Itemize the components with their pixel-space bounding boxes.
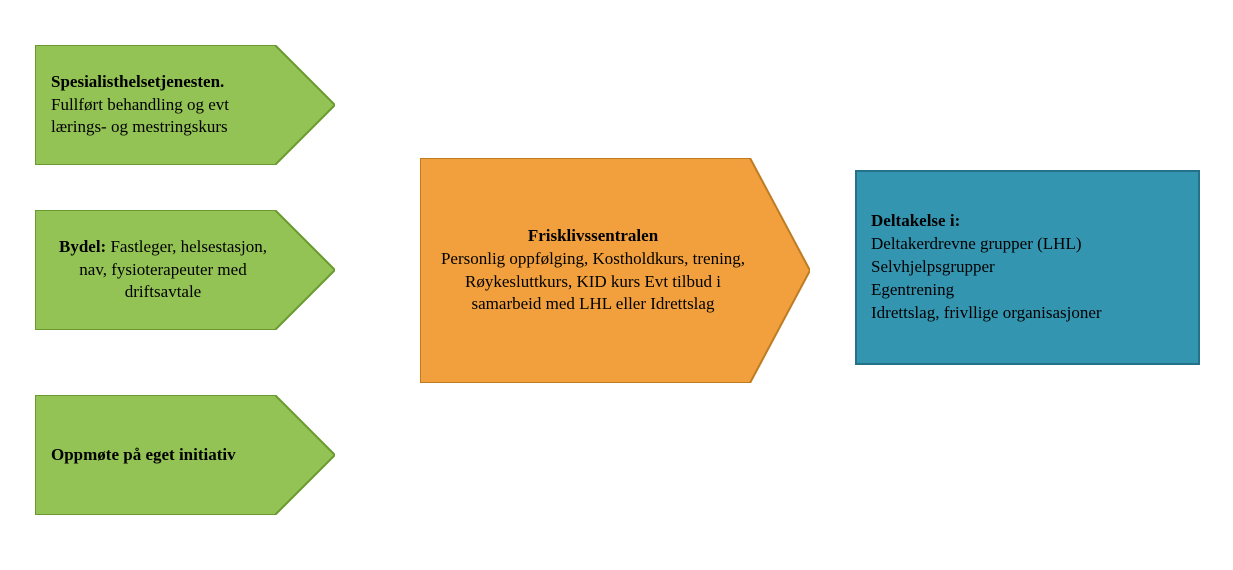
flow-node-n1: Spesialisthelsetjenesten.Fullført behand… [35, 45, 335, 165]
flow-node-line: Personlig oppfølging, Kostholdkurs, tren… [436, 248, 750, 317]
flow-node-line: Frisklivssentralen [528, 225, 658, 248]
flow-node-line: Egentrening [871, 279, 954, 302]
flow-node-content: Deltakelse i:Deltakerdrevne grupper (LHL… [855, 170, 1200, 365]
flow-node-line: Oppmøte på eget initiativ [51, 444, 236, 467]
flow-node-content: Oppmøte på eget initiativ [35, 395, 335, 515]
flow-node-content: Bydel: Fastleger, helsestasjon, nav, fys… [35, 210, 335, 330]
flow-node-n4: FrisklivssentralenPersonlig oppfølging, … [420, 158, 810, 383]
flow-node-line: Deltakelse i: [871, 210, 960, 233]
flow-node-line: Bydel: Fastleger, helsestasjon, nav, fys… [51, 236, 275, 305]
flow-node-content: Spesialisthelsetjenesten.Fullført behand… [35, 45, 335, 165]
flow-node-n3: Oppmøte på eget initiativ [35, 395, 335, 515]
flow-node-line: Spesialisthelsetjenesten. [51, 71, 224, 94]
flow-node-line: Idrettslag, frivllige organisasjoner [871, 302, 1102, 325]
flow-node-line: Deltakerdrevne grupper (LHL) [871, 233, 1082, 256]
flow-node-line: Selvhjelpsgrupper [871, 256, 995, 279]
flow-node-line: Fullført behandling og evt lærings- og m… [51, 94, 275, 140]
flow-node-n2: Bydel: Fastleger, helsestasjon, nav, fys… [35, 210, 335, 330]
flow-node-n5: Deltakelse i:Deltakerdrevne grupper (LHL… [855, 170, 1200, 365]
flow-node-content: FrisklivssentralenPersonlig oppfølging, … [420, 158, 810, 383]
